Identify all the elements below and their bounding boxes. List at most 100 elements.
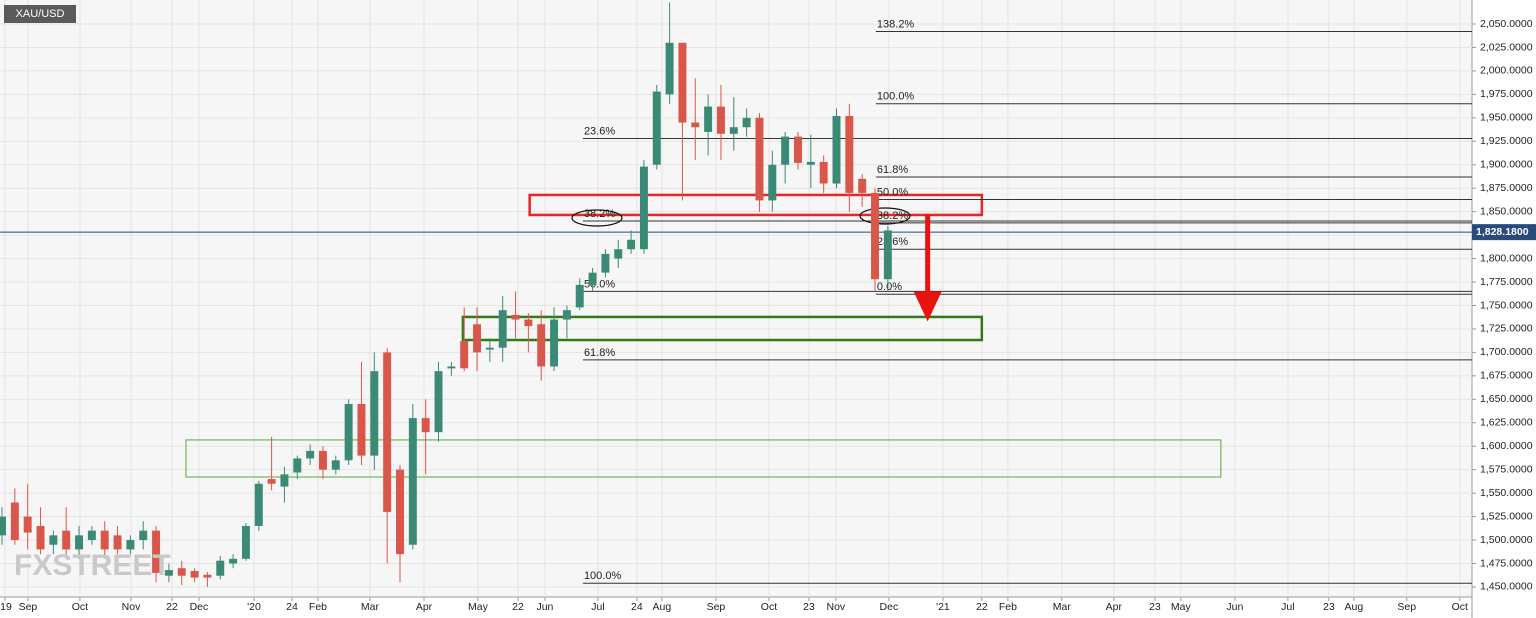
symbol-badge [4, 5, 76, 23]
watermark: FXSTREET [14, 549, 171, 582]
candle-body [537, 324, 546, 367]
x-tick-label: Nov [827, 601, 846, 613]
x-tick-label: Mar [361, 601, 380, 613]
x-tick-label: 23 [1149, 601, 1161, 613]
x-tick-label: Jun [1226, 601, 1243, 613]
x-tick-label: 24 [631, 601, 643, 613]
candle-body [139, 530, 148, 541]
candle-body [229, 558, 238, 564]
zone [185, 439, 1222, 478]
candle-body [601, 253, 610, 273]
fib-label: 38.2% [877, 210, 908, 222]
candle-body [832, 115, 841, 184]
y-tick-label: 1,450.0000 [1480, 581, 1533, 593]
candle-body [164, 570, 173, 576]
candle-body [10, 502, 19, 541]
x-tick-label: Jul [591, 601, 604, 613]
candle-body [614, 249, 623, 259]
candle-body [203, 574, 212, 578]
y-tick-label: 1,650.0000 [1480, 393, 1533, 405]
x-tick-label: 23 [803, 601, 815, 613]
zone [461, 315, 984, 342]
arrow-head [913, 291, 942, 322]
candle-body [434, 371, 443, 433]
candle-body [318, 450, 327, 470]
candle-body [473, 324, 482, 353]
candle-body [49, 535, 58, 545]
candle-body [742, 117, 751, 128]
x-tick-label: Mar [1053, 601, 1072, 613]
x-tick-label: Feb [999, 601, 1017, 613]
fib-label: 100.0% [584, 570, 622, 582]
x-tick-label: 22 [166, 601, 178, 613]
x-tick-label: Apr [1106, 601, 1123, 613]
candle-body [562, 310, 571, 320]
x-tick-label: Dec [880, 601, 899, 613]
x-tick-label: Jul [1281, 601, 1294, 613]
y-tick-label: 1,700.0000 [1480, 346, 1533, 358]
fib-label: 50.0% [877, 186, 908, 198]
x-tick-label: Apr [416, 601, 433, 613]
x-tick-label: Dec [190, 601, 209, 613]
x-tick-label: Oct [761, 601, 777, 613]
candle-body [36, 525, 45, 550]
x-tick-label: '21 [936, 601, 950, 613]
x-tick-label: Nov [122, 601, 141, 613]
candle-body [280, 474, 289, 487]
highlight-ellipse [571, 209, 623, 227]
candle-body [241, 525, 250, 559]
x-tick-label: May [468, 601, 489, 613]
candle-body [62, 530, 71, 550]
candle-body [704, 106, 713, 132]
candle-body [781, 136, 790, 165]
candle-body [190, 571, 199, 578]
y-tick-label: 2,025.0000 [1480, 41, 1533, 53]
x-tick-label: '19 [0, 601, 12, 613]
last-price-badge [1472, 224, 1536, 241]
y-tick-label: 1,850.0000 [1480, 205, 1533, 217]
fib-label: 23.6% [584, 125, 615, 137]
y-tick-label: 1,775.0000 [1480, 276, 1533, 288]
y-tick-label: 1,475.0000 [1480, 557, 1533, 569]
x-tick-label: May [1171, 601, 1192, 613]
y-tick-label: 2,000.0000 [1480, 65, 1533, 77]
candle-body [588, 272, 597, 285]
candle-body [383, 352, 392, 512]
candle-body [871, 192, 879, 280]
candle-body [858, 178, 867, 193]
candle-body [806, 161, 815, 165]
highlight-ellipse [859, 207, 911, 225]
candle-body [575, 284, 584, 308]
candle-body [216, 560, 225, 576]
y-tick-label: 1,550.0000 [1480, 487, 1533, 499]
candle-body [729, 127, 738, 134]
y-tick-label: 1,625.0000 [1480, 417, 1533, 429]
fib-label: 138.2% [877, 18, 915, 30]
candle-body [254, 483, 263, 526]
candle-body [691, 122, 700, 128]
candle-body [126, 540, 135, 550]
candle-body [511, 314, 520, 320]
x-tick-label: 24 [286, 601, 298, 613]
candle-body [652, 91, 661, 165]
candle-body [306, 450, 315, 459]
x-tick-label: Oct [72, 601, 88, 613]
candle-body [460, 341, 469, 369]
candle-body [396, 469, 404, 555]
candle-body [755, 117, 764, 201]
y-tick-label: 1,800.0000 [1480, 252, 1533, 264]
candle-body [75, 535, 84, 550]
candle-body [639, 166, 648, 250]
candle-body [678, 42, 687, 123]
x-tick-label: Sep [707, 601, 726, 613]
fib-label: 61.8% [877, 164, 908, 176]
y-tick-label: 1,925.0000 [1480, 135, 1533, 147]
x-tick-label: Jun [536, 601, 553, 613]
candle-body [550, 319, 559, 367]
fib-label: 100.0% [877, 91, 915, 103]
candle-body [819, 161, 828, 184]
y-tick-label: 1,575.0000 [1480, 463, 1533, 475]
x-tick-label: Sep [1397, 601, 1416, 613]
fib-label: 0.0% [877, 281, 902, 293]
x-tick-label: Sep [19, 601, 38, 613]
